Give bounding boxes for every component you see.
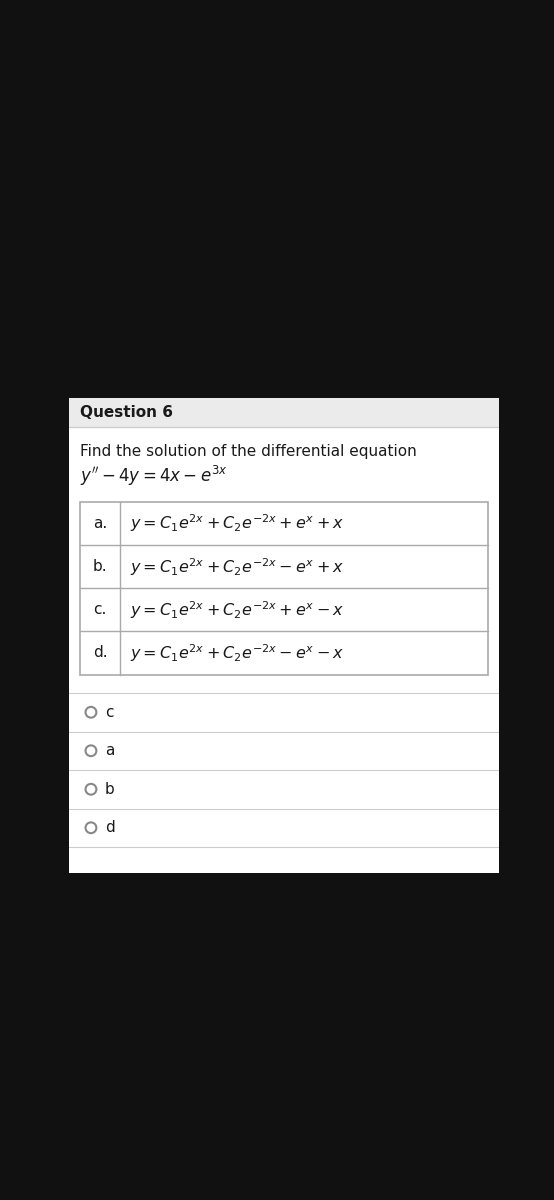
- Text: a: a: [105, 743, 114, 758]
- Text: c.: c.: [94, 602, 107, 617]
- Text: $y'' - 4y = 4x - e^{3x}$: $y'' - 4y = 4x - e^{3x}$: [80, 464, 228, 488]
- FancyBboxPatch shape: [80, 502, 488, 674]
- Text: Find the solution of the differential equation: Find the solution of the differential eq…: [80, 444, 417, 460]
- Text: d: d: [105, 821, 115, 835]
- FancyBboxPatch shape: [69, 398, 499, 427]
- Text: $y = C_1e^{2x} + C_2e^{-2x} - e^x - x$: $y = C_1e^{2x} + C_2e^{-2x} - e^x - x$: [130, 642, 344, 664]
- Text: Question 6: Question 6: [80, 406, 173, 420]
- Text: $y = C_1e^{2x} + C_2e^{-2x} + e^x - x$: $y = C_1e^{2x} + C_2e^{-2x} + e^x - x$: [130, 599, 344, 620]
- Text: b: b: [105, 781, 115, 797]
- FancyBboxPatch shape: [69, 398, 499, 874]
- Text: c: c: [105, 704, 114, 720]
- Text: a.: a.: [93, 516, 107, 532]
- Text: d.: d.: [93, 646, 107, 660]
- Text: b.: b.: [93, 559, 107, 575]
- Text: $y = C_1e^{2x} + C_2e^{-2x} + e^x + x$: $y = C_1e^{2x} + C_2e^{-2x} + e^x + x$: [130, 512, 344, 534]
- Text: $y = C_1e^{2x} + C_2e^{-2x} - e^x + x$: $y = C_1e^{2x} + C_2e^{-2x} - e^x + x$: [130, 556, 344, 577]
